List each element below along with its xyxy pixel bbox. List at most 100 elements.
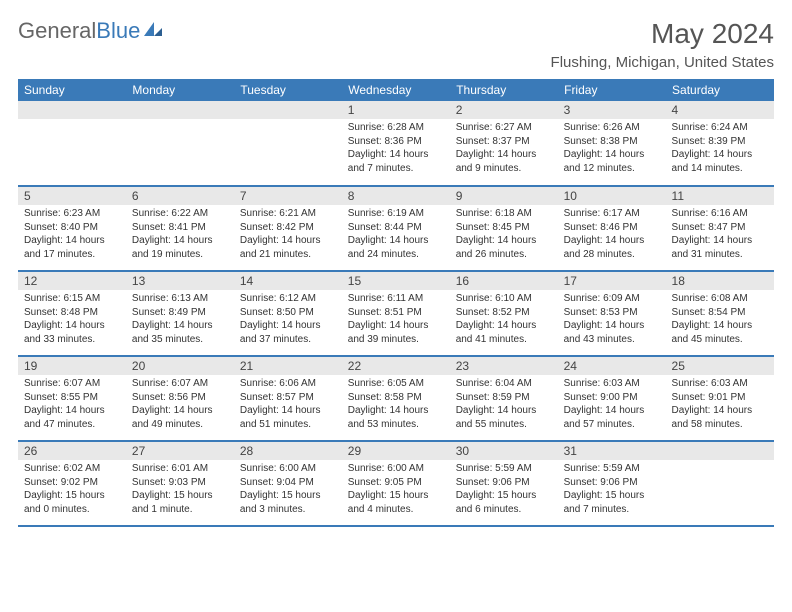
- calendar-day: 14Sunrise: 6:12 AMSunset: 8:50 PMDayligh…: [234, 271, 342, 356]
- day-number: 20: [126, 357, 234, 375]
- month-title: May 2024: [551, 18, 774, 50]
- sunrise-line: Sunrise: 6:15 AM: [24, 292, 120, 306]
- sunset-line: Sunset: 8:58 PM: [348, 391, 444, 405]
- day-info: Sunrise: 6:18 AMSunset: 8:45 PMDaylight:…: [450, 205, 558, 265]
- day-number: [126, 101, 234, 119]
- day-number: 16: [450, 272, 558, 290]
- calendar-day: 23Sunrise: 6:04 AMSunset: 8:59 PMDayligh…: [450, 356, 558, 441]
- day-number: 24: [558, 357, 666, 375]
- calendar-day-empty: [234, 101, 342, 186]
- sunset-line: Sunset: 8:57 PM: [240, 391, 336, 405]
- daylight-line: Daylight: 14 hours and 9 minutes.: [456, 148, 552, 175]
- sunrise-line: Sunrise: 6:06 AM: [240, 377, 336, 391]
- day-number: 29: [342, 442, 450, 460]
- day-number: [234, 101, 342, 119]
- day-info: Sunrise: 6:05 AMSunset: 8:58 PMDaylight:…: [342, 375, 450, 435]
- sunrise-line: Sunrise: 6:07 AM: [132, 377, 228, 391]
- daylight-line: Daylight: 14 hours and 39 minutes.: [348, 319, 444, 346]
- sunrise-line: Sunrise: 5:59 AM: [456, 462, 552, 476]
- day-info: Sunrise: 6:22 AMSunset: 8:41 PMDaylight:…: [126, 205, 234, 265]
- daylight-line: Daylight: 14 hours and 33 minutes.: [24, 319, 120, 346]
- daylight-line: Daylight: 14 hours and 58 minutes.: [672, 404, 768, 431]
- sunrise-line: Sunrise: 5:59 AM: [564, 462, 660, 476]
- day-number: 18: [666, 272, 774, 290]
- sunrise-line: Sunrise: 6:28 AM: [348, 121, 444, 135]
- calendar-day: 27Sunrise: 6:01 AMSunset: 9:03 PMDayligh…: [126, 441, 234, 526]
- sunrise-line: Sunrise: 6:19 AM: [348, 207, 444, 221]
- day-info: Sunrise: 6:24 AMSunset: 8:39 PMDaylight:…: [666, 119, 774, 179]
- daylight-line: Daylight: 15 hours and 1 minute.: [132, 489, 228, 516]
- day-info: Sunrise: 5:59 AMSunset: 9:06 PMDaylight:…: [558, 460, 666, 520]
- brand-part2: Blue: [96, 18, 140, 44]
- day-number: 8: [342, 187, 450, 205]
- sunrise-line: Sunrise: 6:00 AM: [240, 462, 336, 476]
- day-number: 6: [126, 187, 234, 205]
- daylight-line: Daylight: 14 hours and 41 minutes.: [456, 319, 552, 346]
- sunrise-line: Sunrise: 6:08 AM: [672, 292, 768, 306]
- calendar-head: SundayMondayTuesdayWednesdayThursdayFrid…: [18, 79, 774, 101]
- day-info: Sunrise: 6:02 AMSunset: 9:02 PMDaylight:…: [18, 460, 126, 520]
- day-number: 2: [450, 101, 558, 119]
- day-number: 4: [666, 101, 774, 119]
- sunrise-line: Sunrise: 6:11 AM: [348, 292, 444, 306]
- title-block: May 2024 Flushing, Michigan, United Stat…: [551, 18, 774, 71]
- calendar-day: 22Sunrise: 6:05 AMSunset: 8:58 PMDayligh…: [342, 356, 450, 441]
- daylight-line: Daylight: 14 hours and 49 minutes.: [132, 404, 228, 431]
- day-info: Sunrise: 6:01 AMSunset: 9:03 PMDaylight:…: [126, 460, 234, 520]
- calendar-table: SundayMondayTuesdayWednesdayThursdayFrid…: [18, 79, 774, 527]
- day-info: Sunrise: 5:59 AMSunset: 9:06 PMDaylight:…: [450, 460, 558, 520]
- day-info: Sunrise: 6:12 AMSunset: 8:50 PMDaylight:…: [234, 290, 342, 350]
- sunset-line: Sunset: 8:52 PM: [456, 306, 552, 320]
- calendar-day: 31Sunrise: 5:59 AMSunset: 9:06 PMDayligh…: [558, 441, 666, 526]
- calendar-week: 26Sunrise: 6:02 AMSunset: 9:02 PMDayligh…: [18, 441, 774, 526]
- location-label: Flushing, Michigan, United States: [551, 54, 774, 71]
- calendar-day: 16Sunrise: 6:10 AMSunset: 8:52 PMDayligh…: [450, 271, 558, 356]
- sunset-line: Sunset: 9:04 PM: [240, 476, 336, 490]
- sunrise-line: Sunrise: 6:26 AM: [564, 121, 660, 135]
- day-info: Sunrise: 6:15 AMSunset: 8:48 PMDaylight:…: [18, 290, 126, 350]
- calendar-day: 13Sunrise: 6:13 AMSunset: 8:49 PMDayligh…: [126, 271, 234, 356]
- brand-part1: General: [18, 18, 96, 44]
- day-number: 9: [450, 187, 558, 205]
- calendar-day: 19Sunrise: 6:07 AMSunset: 8:55 PMDayligh…: [18, 356, 126, 441]
- sunrise-line: Sunrise: 6:07 AM: [24, 377, 120, 391]
- sunrise-line: Sunrise: 6:27 AM: [456, 121, 552, 135]
- sunset-line: Sunset: 8:45 PM: [456, 221, 552, 235]
- calendar-day: 6Sunrise: 6:22 AMSunset: 8:41 PMDaylight…: [126, 186, 234, 271]
- sunrise-line: Sunrise: 6:17 AM: [564, 207, 660, 221]
- daylight-line: Daylight: 14 hours and 35 minutes.: [132, 319, 228, 346]
- day-number: [18, 101, 126, 119]
- day-info: Sunrise: 6:23 AMSunset: 8:40 PMDaylight:…: [18, 205, 126, 265]
- day-info: Sunrise: 6:06 AMSunset: 8:57 PMDaylight:…: [234, 375, 342, 435]
- day-number: 21: [234, 357, 342, 375]
- day-info: Sunrise: 6:10 AMSunset: 8:52 PMDaylight:…: [450, 290, 558, 350]
- calendar-day: 10Sunrise: 6:17 AMSunset: 8:46 PMDayligh…: [558, 186, 666, 271]
- sunrise-line: Sunrise: 6:00 AM: [348, 462, 444, 476]
- sunset-line: Sunset: 9:01 PM: [672, 391, 768, 405]
- day-number: 14: [234, 272, 342, 290]
- calendar-week: 5Sunrise: 6:23 AMSunset: 8:40 PMDaylight…: [18, 186, 774, 271]
- sunset-line: Sunset: 9:06 PM: [456, 476, 552, 490]
- daylight-line: Daylight: 14 hours and 17 minutes.: [24, 234, 120, 261]
- sunset-line: Sunset: 8:55 PM: [24, 391, 120, 405]
- day-header: Tuesday: [234, 79, 342, 101]
- sunrise-line: Sunrise: 6:09 AM: [564, 292, 660, 306]
- calendar-week: 12Sunrise: 6:15 AMSunset: 8:48 PMDayligh…: [18, 271, 774, 356]
- daylight-line: Daylight: 14 hours and 24 minutes.: [348, 234, 444, 261]
- sunrise-line: Sunrise: 6:05 AM: [348, 377, 444, 391]
- daylight-line: Daylight: 14 hours and 31 minutes.: [672, 234, 768, 261]
- daylight-line: Daylight: 15 hours and 0 minutes.: [24, 489, 120, 516]
- sunset-line: Sunset: 9:00 PM: [564, 391, 660, 405]
- sunrise-line: Sunrise: 6:24 AM: [672, 121, 768, 135]
- day-info: Sunrise: 6:00 AMSunset: 9:04 PMDaylight:…: [234, 460, 342, 520]
- calendar-day: 9Sunrise: 6:18 AMSunset: 8:45 PMDaylight…: [450, 186, 558, 271]
- sunrise-line: Sunrise: 6:10 AM: [456, 292, 552, 306]
- day-info: Sunrise: 6:07 AMSunset: 8:56 PMDaylight:…: [126, 375, 234, 435]
- sunset-line: Sunset: 8:36 PM: [348, 135, 444, 149]
- calendar-day: 25Sunrise: 6:03 AMSunset: 9:01 PMDayligh…: [666, 356, 774, 441]
- brand-logo: GeneralBlue: [18, 18, 164, 44]
- sunrise-line: Sunrise: 6:18 AM: [456, 207, 552, 221]
- sunrise-line: Sunrise: 6:13 AM: [132, 292, 228, 306]
- day-number: 5: [18, 187, 126, 205]
- daylight-line: Daylight: 14 hours and 14 minutes.: [672, 148, 768, 175]
